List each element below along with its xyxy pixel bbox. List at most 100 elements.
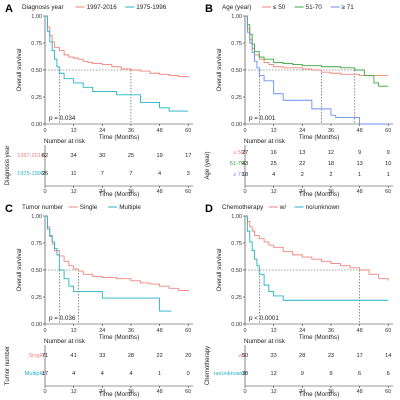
- legend-entry: w/: [279, 204, 287, 211]
- legend-entry: 1997-2016: [87, 4, 118, 11]
- risk-cell: 30: [99, 153, 105, 159]
- risk-row-label: ≤ 50: [233, 150, 244, 156]
- x-tick-label: 60: [385, 328, 391, 334]
- x-axis-label: Time (Months): [99, 134, 139, 141]
- risk-cell: 2: [301, 172, 304, 178]
- survival-curve: [245, 215, 389, 301]
- risk-row-label: Multiple: [25, 371, 44, 377]
- km-panel-a: A Diagnosis year 1997-2016 1975-1996 0.00 0.2…: [5, 3, 193, 198]
- risk-cell: 3: [187, 171, 190, 177]
- risk-cell: 4: [101, 371, 104, 377]
- risk-cell: 0: [187, 371, 190, 377]
- risk-cell: 10: [385, 161, 391, 167]
- risk-x-tick-label: 48: [157, 389, 163, 395]
- survival-curve: [45, 15, 189, 112]
- risk-cell: 19: [156, 153, 162, 159]
- risk-cell: 9: [329, 371, 332, 377]
- y-tick-label: 0.00: [231, 122, 242, 128]
- risk-cell: 11: [71, 171, 77, 177]
- risk-x-tick-label: 36: [328, 189, 334, 195]
- risk-cell: 22: [156, 353, 162, 359]
- km-panel-d: D Chemotherapy w/no/unknown 0.00 0.25 0.50 0.7…: [205, 203, 393, 398]
- risk-x-tick-label: 24: [299, 389, 305, 395]
- survival-curve: [245, 15, 389, 76]
- risk-cell: 16: [271, 150, 277, 156]
- y-tick-label: 0.25: [31, 295, 42, 301]
- y-tick-label: 1.00: [231, 214, 242, 220]
- y-tick-label: 0.50: [31, 268, 42, 274]
- risk-y-axis-label: Diagnosis year: [5, 146, 11, 186]
- x-tick-label: 36: [128, 128, 134, 134]
- risk-cell: 25: [271, 161, 277, 167]
- risk-cell: 17: [185, 153, 191, 159]
- risk-cell: 4: [72, 371, 75, 377]
- risk-x-tick-label: 0: [43, 189, 46, 195]
- risk-x-tick-label: 36: [128, 189, 134, 195]
- y-axis-label: Overall survival: [16, 248, 23, 291]
- risk-cell: 9: [301, 371, 304, 377]
- risk-cell: 28: [299, 353, 305, 359]
- y-tick-label: 1.00: [31, 14, 42, 20]
- survival-curve: [45, 15, 189, 78]
- risk-x-axis-label: Time (Months): [99, 191, 139, 198]
- risk-cell: 4: [158, 171, 161, 177]
- y-tick-label: 0.50: [231, 68, 242, 74]
- y-tick-label: 0.75: [31, 41, 42, 47]
- risk-x-axis-label: Time (Months): [99, 391, 139, 398]
- risk-cell: 6: [358, 371, 361, 377]
- risk-x-tick-label: 48: [157, 189, 163, 195]
- y-tick-label: 0.50: [31, 68, 42, 74]
- risk-cell: 6: [387, 371, 390, 377]
- legend-entry: Multiple: [119, 204, 141, 211]
- risk-table-title: Number at risk: [44, 338, 86, 345]
- x-tick-label: 36: [328, 328, 334, 334]
- x-tick-label: 0: [243, 128, 246, 134]
- risk-x-tick-label: 48: [357, 389, 363, 395]
- y-tick-label: 0.00: [231, 322, 242, 328]
- x-tick-label: 12: [71, 128, 77, 134]
- legend-title: Tumor number: [22, 204, 63, 211]
- panel-label: C: [5, 203, 13, 215]
- legend: Diagnosis year 1997-2016 1975-1996: [22, 4, 167, 11]
- risk-row-label: Single: [28, 353, 44, 359]
- panel-label: B: [205, 3, 213, 15]
- legend-entry: ≥ 71: [342, 4, 355, 11]
- risk-cell: 12: [271, 371, 277, 377]
- x-tick-label: 12: [271, 128, 277, 134]
- risk-x-tick-label: 48: [357, 189, 363, 195]
- x-tick-label: 12: [71, 328, 77, 334]
- y-axis-label: Overall survival: [216, 48, 223, 91]
- risk-x-tick-label: 24: [299, 189, 305, 195]
- y-tick-label: 0.50: [231, 268, 242, 274]
- y-axis-label: Overall survival: [216, 248, 223, 291]
- x-tick-label: 24: [99, 328, 105, 334]
- x-axis-label: Time (Months): [299, 334, 339, 341]
- y-tick-label: 0.75: [31, 241, 42, 247]
- legend-title: Diagnosis year: [22, 4, 64, 11]
- risk-cell: 34: [71, 153, 77, 159]
- risk-x-tick-label: 0: [243, 189, 246, 195]
- x-tick-label: 48: [157, 328, 163, 334]
- x-tick-label: 36: [328, 128, 334, 134]
- risk-y-axis-label: Tumor number: [5, 346, 11, 385]
- p-value: p < 0.0001: [249, 315, 279, 322]
- legend-entry: 1975-1996: [136, 4, 167, 11]
- risk-x-tick-label: 60: [385, 389, 391, 395]
- x-tick-label: 60: [185, 328, 191, 334]
- risk-x-tick-label: 36: [128, 389, 134, 395]
- y-tick-label: 1.00: [231, 14, 242, 20]
- risk-cell: 7: [129, 171, 132, 177]
- risk-x-tick-label: 60: [385, 189, 391, 195]
- risk-cell: 20: [185, 353, 191, 359]
- survival-curve: [245, 15, 389, 125]
- risk-cell: 28: [128, 353, 134, 359]
- risk-x-tick-label: 36: [328, 389, 334, 395]
- legend-entry: Single: [80, 204, 98, 211]
- risk-cell: 1: [158, 371, 161, 377]
- y-tick-label: 0.25: [231, 95, 242, 101]
- risk-cell: 17: [356, 353, 362, 359]
- legend-entry: 51-70: [306, 4, 323, 11]
- survival-curve: [245, 215, 389, 281]
- risk-x-tick-label: 0: [243, 389, 246, 395]
- y-tick-label: 0.00: [31, 322, 42, 328]
